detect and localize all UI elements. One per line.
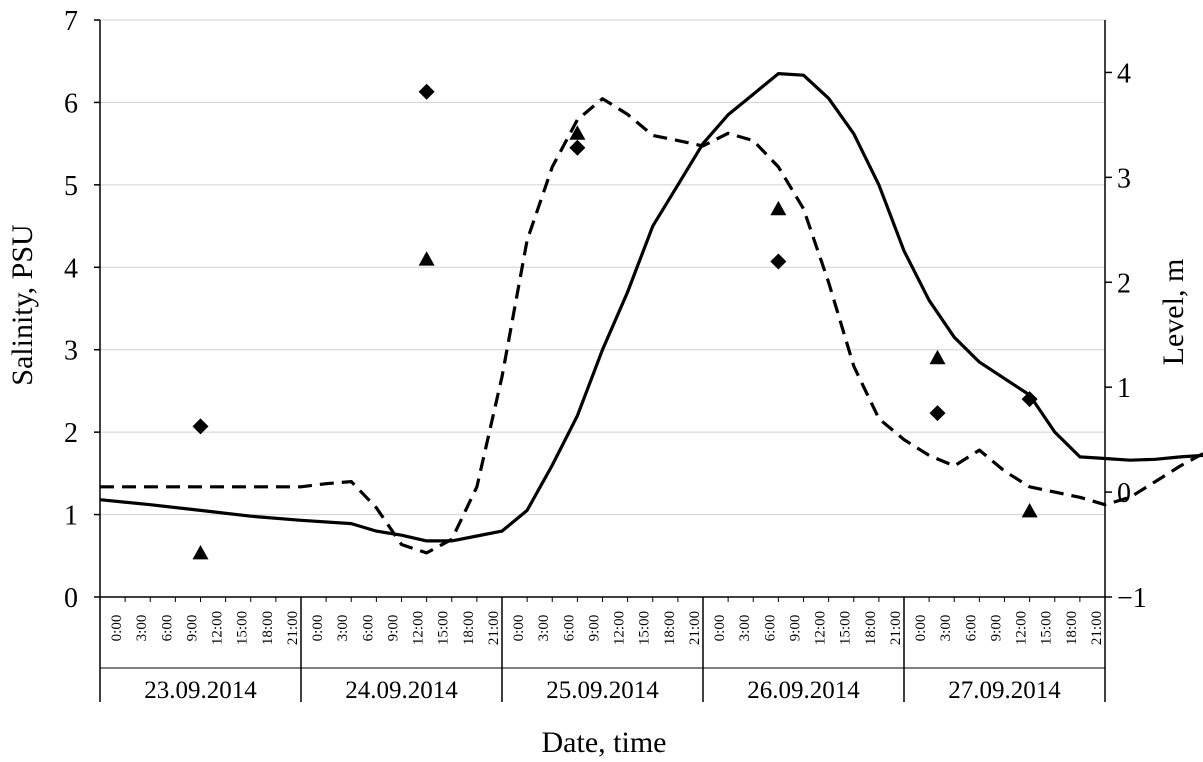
day-label: 23.09.2014 (144, 677, 257, 704)
series-group (99, 72, 1203, 555)
x-axis-labels: 0:00 3:00 6:00 9:00 12:00 15:00 18:00 21:00 23.0… (100, 597, 1106, 704)
left-tick-label: 0 (64, 583, 78, 614)
left-y-ticks: 0 1 2 3 4 5 6 7 (64, 6, 78, 614)
diamond-marker (770, 253, 787, 270)
hour-label: 9:00 (184, 615, 200, 642)
right-tick-label: 4 (1117, 58, 1131, 89)
triangle-marker (770, 200, 787, 216)
left-tick-label: 7 (64, 6, 78, 37)
hour-label: 3:00 (737, 615, 753, 642)
left-tick-label: 2 (64, 418, 78, 449)
day-label: 24.09.2014 (345, 677, 458, 704)
hour-label: 18:00 (662, 611, 678, 645)
diamond-marker (418, 83, 435, 100)
triangle-marker (569, 125, 586, 140)
right-tick-label: 3 (1117, 163, 1131, 194)
left-tick-label: 3 (64, 336, 78, 367)
right-tick-label: −1 (1117, 583, 1147, 614)
triangle-marker (1021, 502, 1038, 518)
diamond-marker (929, 405, 946, 422)
right-tick-label: 0 (1117, 478, 1131, 509)
right-y-ticks: −1 0 1 2 3 4 (1105, 58, 1147, 614)
hour-label: 0:00 (109, 615, 125, 642)
day-label: 26.09.2014 (747, 677, 860, 704)
triangle-marker (192, 544, 209, 560)
hour-label: 3:00 (536, 615, 552, 642)
hour-label: 21:00 (486, 611, 502, 645)
hour-label: 3:00 (335, 615, 351, 642)
day-label: 25.09.2014 (546, 677, 659, 704)
hour-label: 9:00 (586, 615, 602, 642)
salinity-model-line (99, 72, 1203, 543)
hour-label: 18:00 (1064, 611, 1080, 645)
hour-label: 12:00 (1014, 611, 1030, 645)
hour-label: 3:00 (938, 615, 954, 642)
right-y-axis-title: Level, m (1157, 259, 1190, 366)
markers-group (192, 83, 1038, 560)
hour-label: 21:00 (687, 611, 703, 645)
hour-label: 18:00 (461, 611, 477, 645)
hour-label: 12:00 (612, 611, 628, 645)
triangle-marker (418, 251, 435, 266)
hour-label: 6:00 (762, 615, 778, 642)
hour-label: 6:00 (963, 615, 979, 642)
hour-label: 6:00 (159, 615, 175, 642)
hour-label: 15:00 (637, 611, 653, 645)
hour-label: 6:00 (360, 615, 376, 642)
diamond-marker (192, 418, 209, 435)
x-axis-title: Date, time (542, 726, 667, 759)
left-tick-label: 6 (64, 88, 78, 119)
level-model-line (100, 97, 1203, 555)
hour-label: 0:00 (712, 615, 728, 642)
hour-label: 21:00 (285, 611, 301, 645)
hour-label: 12:00 (813, 611, 829, 645)
diamond-marker (569, 139, 586, 156)
hour-label: 0:00 (511, 615, 527, 642)
triangle-marker (929, 349, 946, 365)
hour-label: 0:00 (310, 615, 326, 642)
left-y-axis-title: Salinity, PSU (6, 224, 39, 386)
day-label: 27.09.2014 (948, 677, 1061, 704)
hour-label: 15:00 (1039, 611, 1055, 645)
gridlines (100, 19, 1105, 516)
right-tick-label: 2 (1117, 268, 1131, 299)
hour-label: 12:00 (210, 611, 226, 645)
hour-label: 9:00 (385, 615, 401, 642)
hour-label: 15:00 (436, 611, 452, 645)
left-tick-label: 1 (64, 501, 78, 532)
right-tick-label: 1 (1117, 373, 1131, 404)
diamond-marker (1021, 391, 1038, 408)
hour-label: 21:00 (888, 611, 904, 645)
hour-label: 15:00 (838, 611, 854, 645)
hour-label: 3:00 (134, 615, 150, 642)
left-tick-label: 4 (64, 253, 78, 284)
left-tick-label: 5 (64, 171, 78, 202)
hour-label: 18:00 (260, 611, 276, 645)
hour-label: 21:00 (1089, 611, 1105, 645)
hour-label: 9:00 (988, 615, 1004, 642)
hour-label: 9:00 (787, 615, 803, 642)
hour-label: 0:00 (913, 615, 929, 642)
hour-label: 15:00 (235, 611, 251, 645)
hour-label: 18:00 (863, 611, 879, 645)
hour-label: 12:00 (411, 611, 427, 645)
hour-label: 6:00 (561, 615, 577, 642)
